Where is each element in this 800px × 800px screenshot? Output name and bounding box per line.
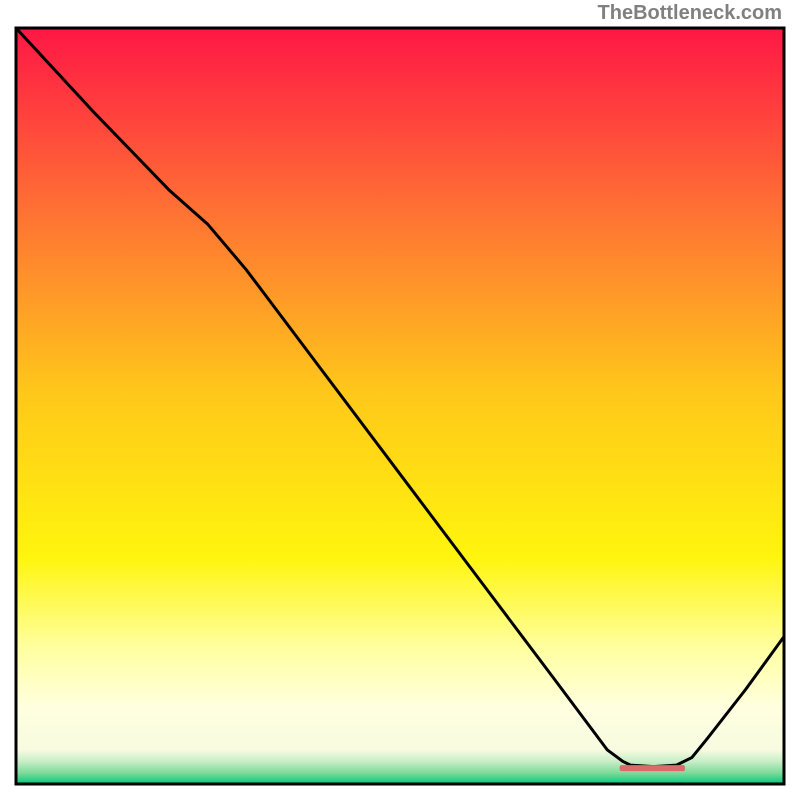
chart-container: TheBottleneck.com [0, 0, 800, 800]
chart-svg [0, 0, 800, 800]
watermark-text: TheBottleneck.com [598, 2, 782, 25]
optimal-range-marker [620, 765, 685, 771]
gradient-background [16, 28, 784, 784]
